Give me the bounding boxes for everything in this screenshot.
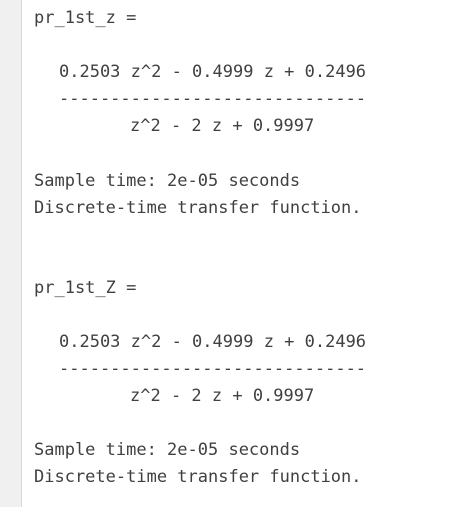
sample-time-text: Sample time: 2e-05 seconds [34, 171, 301, 191]
transfer-function-numerator: 0.2503 z^2 - 0.4999 z + 0.2496 [59, 332, 367, 352]
left-gutter [0, 0, 22, 507]
transfer-function-fraction-bar: ------------------------------ [59, 359, 367, 379]
sample-time-text: Sample time: 2e-05 seconds [34, 440, 301, 460]
transfer-function-numerator: 0.2503 z^2 - 0.4999 z + 0.2496 [59, 62, 367, 82]
transfer-function-denominator: z^2 - 2 z + 0.9997 [130, 116, 315, 136]
tf-description-text: Discrete-time transfer function. [34, 467, 362, 487]
variable-name-label: pr_1st_Z = [34, 278, 137, 298]
command-window-output: pr_1st_z = 0.2503 z^2 - 0.4999 z + 0.249… [23, 0, 459, 507]
transfer-function-denominator: z^2 - 2 z + 0.9997 [130, 386, 315, 406]
transfer-function-fraction-bar: ------------------------------ [59, 89, 367, 109]
variable-name-label: pr_1st_z = [34, 8, 137, 28]
tf-description-text: Discrete-time transfer function. [34, 198, 362, 218]
